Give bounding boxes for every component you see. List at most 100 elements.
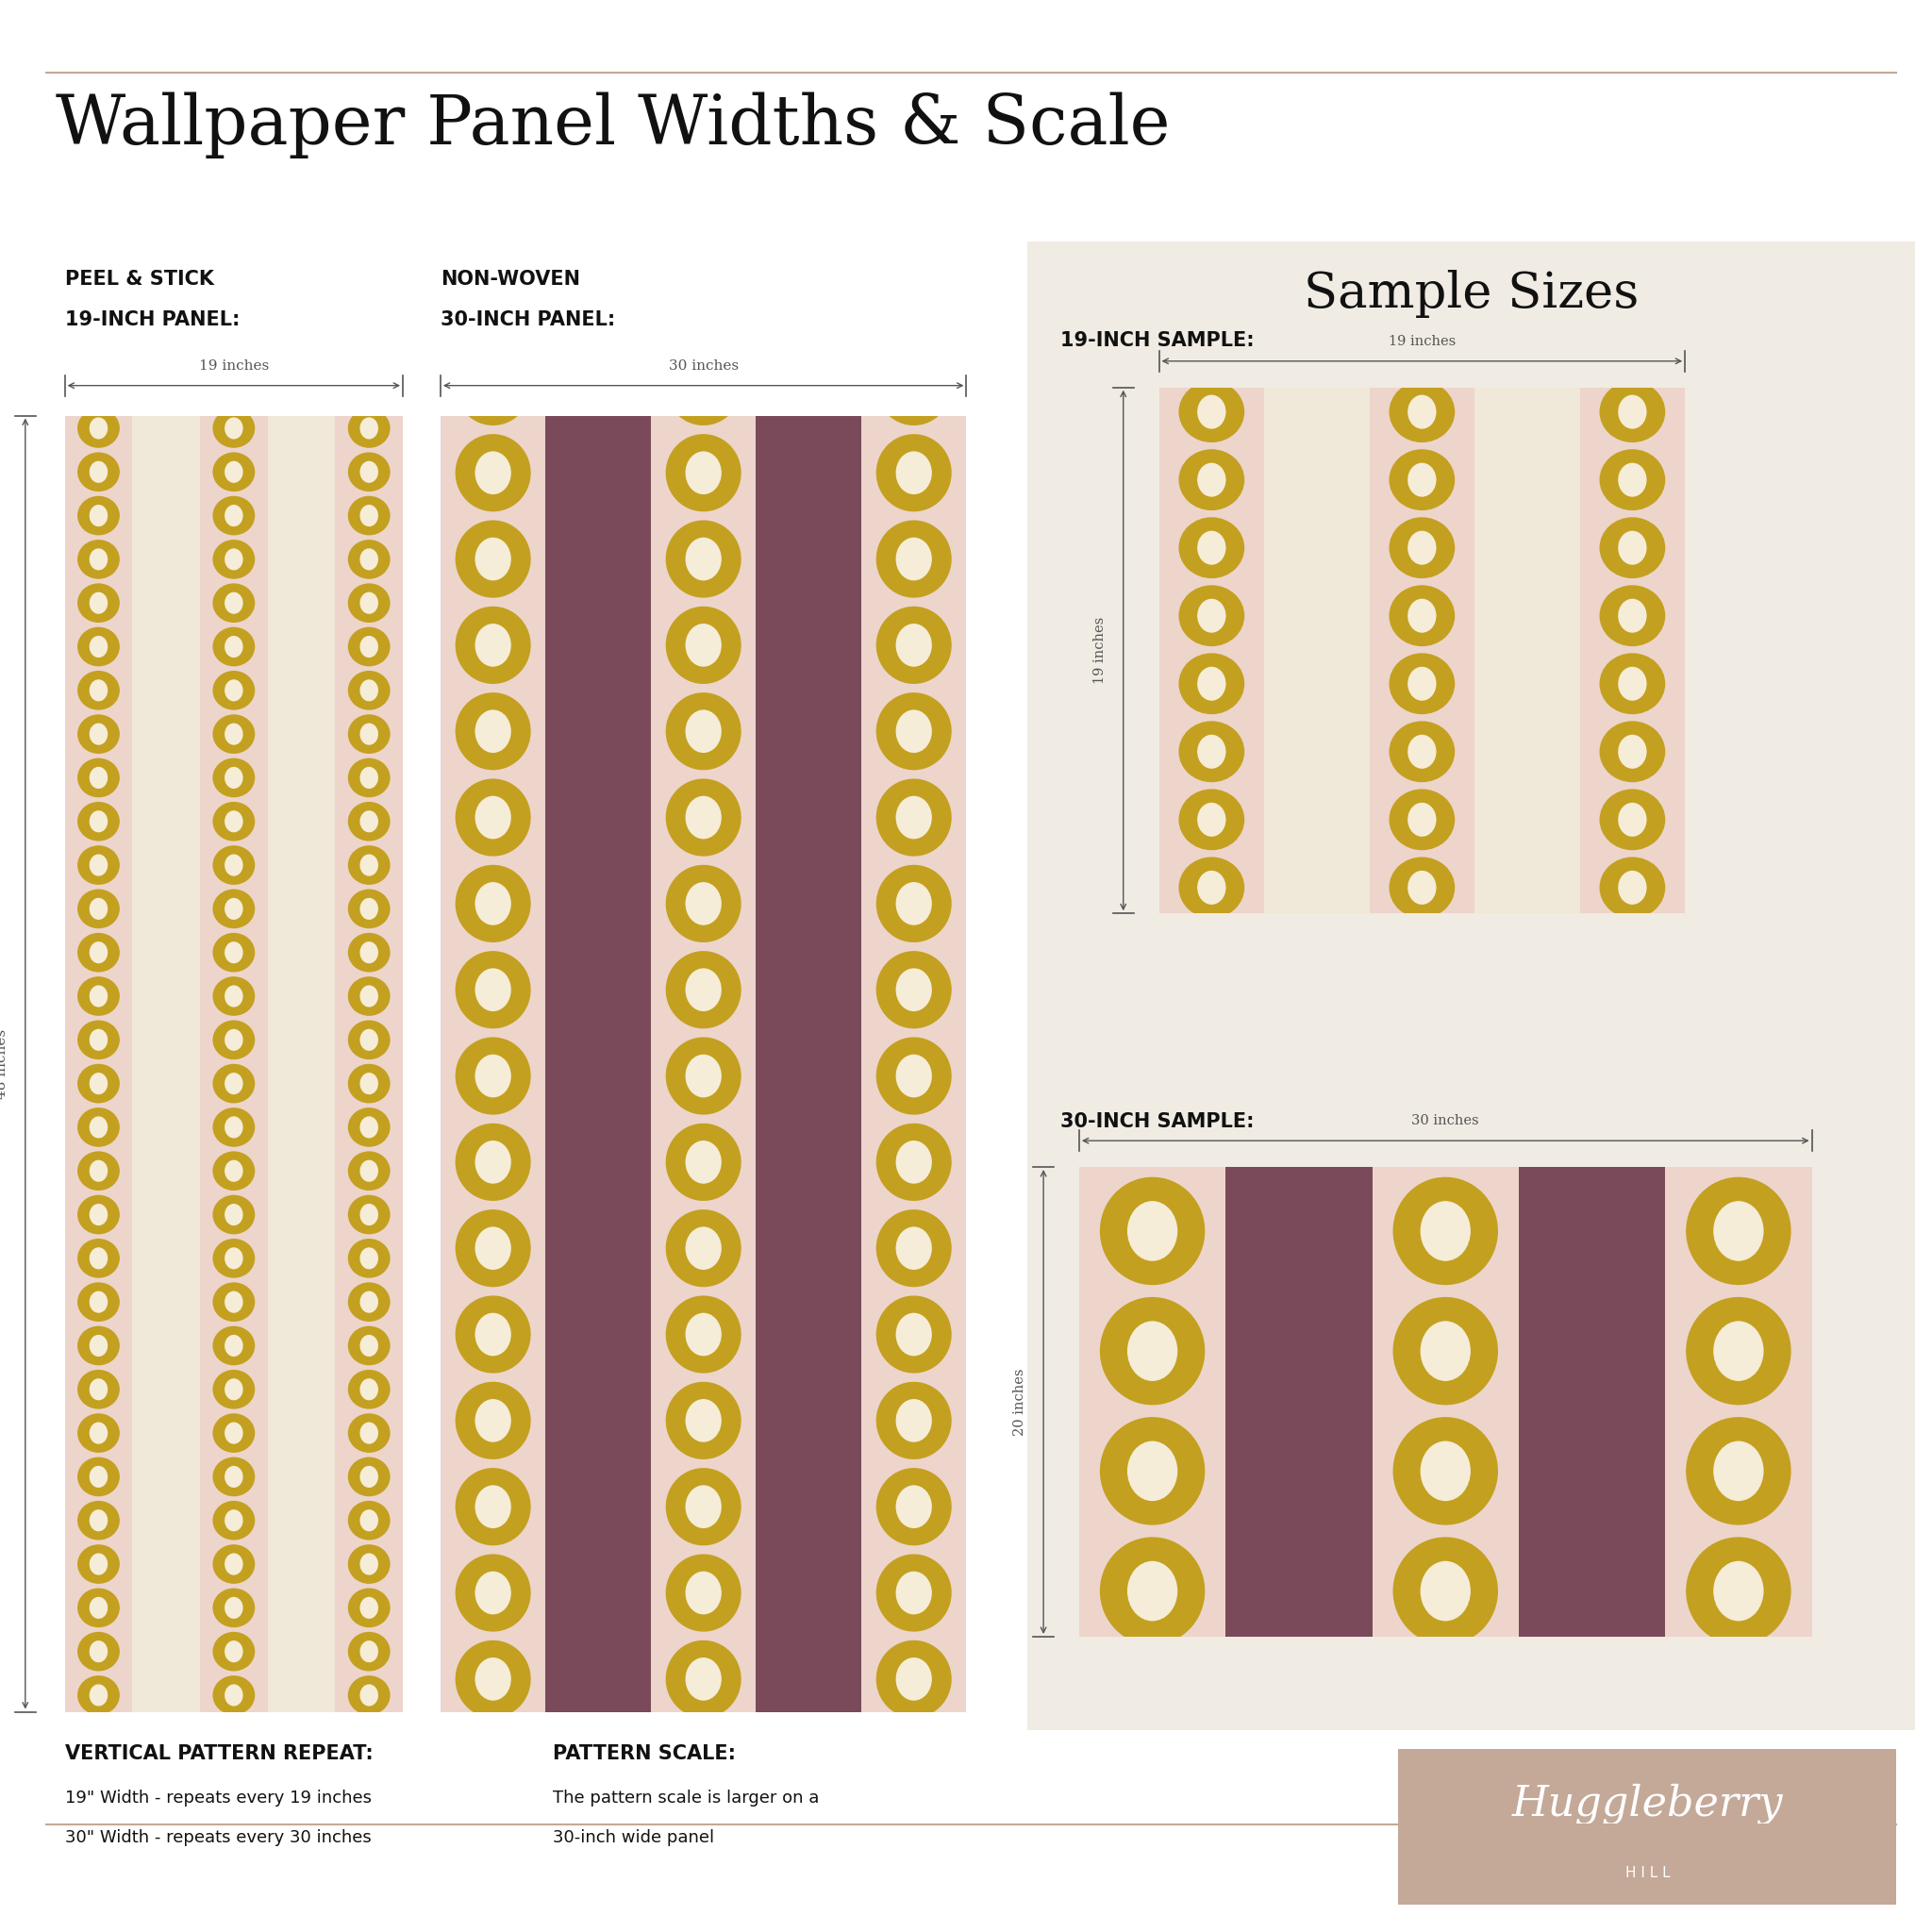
Ellipse shape	[77, 802, 120, 840]
Ellipse shape	[875, 1381, 952, 1459]
Ellipse shape	[213, 1501, 255, 1540]
Ellipse shape	[1393, 1057, 1497, 1165]
Ellipse shape	[1408, 871, 1435, 904]
Ellipse shape	[1408, 464, 1435, 497]
Ellipse shape	[359, 549, 379, 570]
Ellipse shape	[896, 537, 931, 580]
Text: 30 inches: 30 inches	[1412, 1115, 1480, 1128]
Ellipse shape	[77, 1065, 120, 1103]
Ellipse shape	[1198, 667, 1227, 701]
Ellipse shape	[224, 1204, 243, 1225]
Ellipse shape	[89, 1640, 108, 1662]
Ellipse shape	[224, 1159, 243, 1182]
Ellipse shape	[213, 408, 255, 448]
Bar	[66, 415, 133, 1712]
Ellipse shape	[224, 591, 243, 614]
Ellipse shape	[213, 1414, 255, 1453]
Ellipse shape	[686, 193, 721, 236]
Ellipse shape	[475, 278, 512, 323]
Ellipse shape	[89, 1422, 108, 1443]
Ellipse shape	[1179, 585, 1244, 647]
Ellipse shape	[89, 1685, 108, 1706]
Ellipse shape	[1600, 245, 1665, 307]
Ellipse shape	[896, 365, 931, 408]
Ellipse shape	[1619, 871, 1646, 904]
Ellipse shape	[686, 968, 721, 1010]
Ellipse shape	[475, 1140, 512, 1184]
Ellipse shape	[1687, 1416, 1791, 1524]
Ellipse shape	[1179, 450, 1244, 510]
Ellipse shape	[77, 715, 120, 753]
Ellipse shape	[1687, 1057, 1791, 1165]
Ellipse shape	[1408, 667, 1435, 701]
Ellipse shape	[1600, 788, 1665, 850]
Ellipse shape	[896, 1486, 931, 1528]
Ellipse shape	[213, 1238, 255, 1277]
Ellipse shape	[1198, 394, 1227, 429]
Bar	[1159, 388, 1264, 914]
Ellipse shape	[213, 1107, 255, 1148]
Ellipse shape	[77, 1501, 120, 1540]
Ellipse shape	[224, 373, 243, 396]
Ellipse shape	[1179, 721, 1244, 782]
Ellipse shape	[89, 373, 108, 396]
Ellipse shape	[875, 1037, 952, 1115]
Ellipse shape	[1179, 313, 1244, 375]
Ellipse shape	[89, 1466, 108, 1488]
Ellipse shape	[359, 330, 379, 352]
Ellipse shape	[77, 1633, 120, 1671]
Ellipse shape	[475, 883, 512, 925]
Ellipse shape	[348, 1633, 390, 1671]
Ellipse shape	[359, 1466, 379, 1488]
Ellipse shape	[667, 779, 742, 856]
Ellipse shape	[77, 670, 120, 711]
Ellipse shape	[1389, 381, 1455, 442]
Ellipse shape	[213, 1457, 255, 1497]
Ellipse shape	[224, 941, 243, 964]
Ellipse shape	[359, 854, 379, 875]
Ellipse shape	[1389, 858, 1455, 918]
Ellipse shape	[667, 435, 742, 512]
Ellipse shape	[667, 1553, 742, 1633]
Ellipse shape	[359, 811, 379, 833]
Ellipse shape	[1714, 1082, 1764, 1142]
Ellipse shape	[359, 941, 379, 964]
Ellipse shape	[686, 1227, 721, 1269]
Bar	[1372, 1167, 1519, 1636]
Ellipse shape	[896, 883, 931, 925]
Bar	[545, 415, 651, 1712]
Bar	[440, 415, 545, 1712]
Ellipse shape	[667, 348, 742, 425]
Text: NON-WOVEN: NON-WOVEN	[440, 270, 580, 290]
Ellipse shape	[348, 1414, 390, 1453]
Ellipse shape	[348, 1283, 390, 1321]
Ellipse shape	[875, 1640, 952, 1718]
Ellipse shape	[213, 1065, 255, 1103]
Ellipse shape	[224, 1466, 243, 1488]
Ellipse shape	[1619, 394, 1646, 429]
Ellipse shape	[77, 628, 120, 667]
Ellipse shape	[89, 636, 108, 657]
Text: 19-INCH SAMPLE:: 19-INCH SAMPLE:	[1061, 330, 1254, 350]
Ellipse shape	[456, 866, 531, 943]
Ellipse shape	[348, 539, 390, 580]
Ellipse shape	[359, 985, 379, 1007]
Ellipse shape	[686, 1571, 721, 1615]
Ellipse shape	[348, 670, 390, 711]
Ellipse shape	[89, 1335, 108, 1356]
Ellipse shape	[1198, 599, 1227, 634]
Text: PATTERN SCALE:: PATTERN SCALE:	[553, 1745, 736, 1764]
Ellipse shape	[77, 408, 120, 448]
Ellipse shape	[213, 1633, 255, 1671]
Ellipse shape	[475, 537, 512, 580]
Ellipse shape	[89, 1248, 108, 1269]
Ellipse shape	[89, 1117, 108, 1138]
Ellipse shape	[667, 1381, 742, 1459]
Ellipse shape	[875, 520, 952, 597]
Ellipse shape	[224, 549, 243, 570]
Ellipse shape	[1420, 960, 1470, 1020]
Ellipse shape	[348, 1151, 390, 1190]
Bar	[336, 415, 404, 1712]
Ellipse shape	[456, 1381, 531, 1459]
Ellipse shape	[1687, 1296, 1791, 1405]
